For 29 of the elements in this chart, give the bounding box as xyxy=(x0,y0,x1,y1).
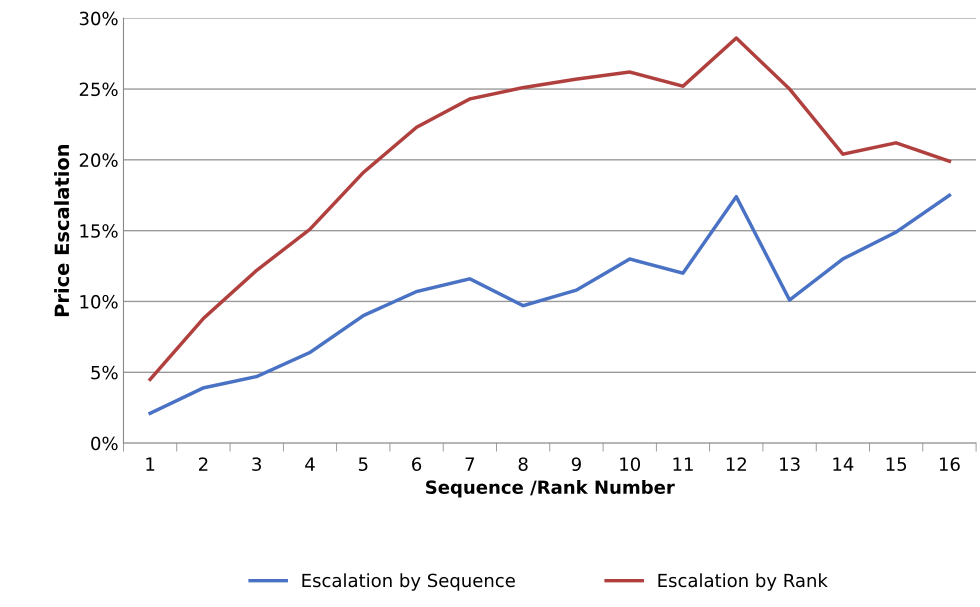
x-tick-label: 12 xyxy=(726,457,746,471)
y-tick-label: 30% xyxy=(80,12,118,26)
legend-label: Escalation by Rank xyxy=(658,573,828,591)
x-tick-label: 9 xyxy=(572,457,581,471)
x-tick-label: 7 xyxy=(466,458,474,471)
line-series xyxy=(148,36,952,382)
x-axis-title: Sequence /Rank Number xyxy=(426,480,675,498)
x-tick-label: 2 xyxy=(198,457,208,471)
y-tick-label: 5% xyxy=(91,366,118,380)
x-tick-label: 1 xyxy=(146,458,154,471)
x-tick-label: 16 xyxy=(940,457,960,471)
x-tick-label: 13 xyxy=(780,457,800,471)
x-tick-label: 15 xyxy=(886,458,906,471)
legend-label: Escalation by Sequence xyxy=(302,573,515,591)
x-tick-label: 4 xyxy=(305,458,315,471)
x-tick-label: 6 xyxy=(412,457,422,471)
x-tick-label: 3 xyxy=(252,457,261,471)
x-tick-label: 10 xyxy=(620,457,640,471)
y-axis-title: Price Escalation xyxy=(54,144,70,316)
x-tick-label: 11 xyxy=(673,458,693,471)
x-tick-label: 14 xyxy=(833,458,854,471)
y-tick-label: 20% xyxy=(80,153,118,167)
line-series xyxy=(148,194,952,416)
y-tick-label: 15% xyxy=(80,224,118,238)
x-tick-label: 5 xyxy=(358,458,368,471)
y-tick-label: 0% xyxy=(91,436,118,450)
y-tick-label: 10% xyxy=(80,294,118,309)
x-tick-label: 8 xyxy=(518,457,528,471)
y-tick-label: 25% xyxy=(80,82,118,96)
